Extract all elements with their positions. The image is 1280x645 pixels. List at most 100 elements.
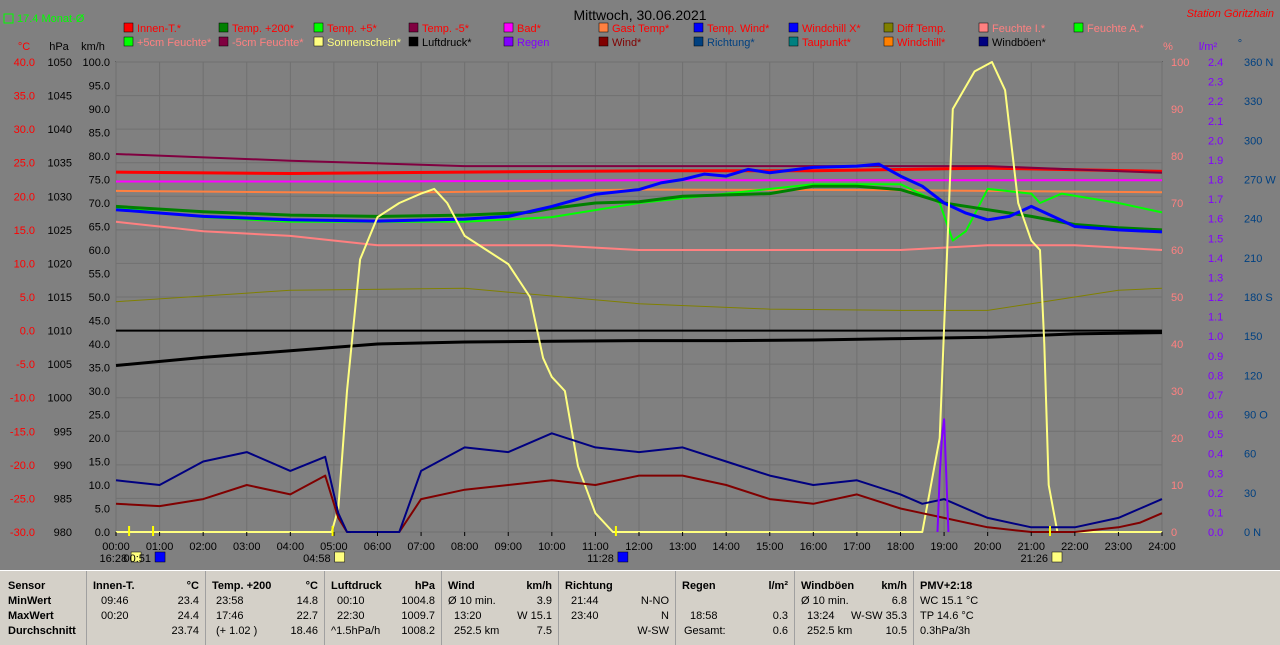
series-group xyxy=(115,61,1163,533)
stats-boeen-max-time: 13:24 xyxy=(807,610,835,622)
wind-tick-label: 5.0 xyxy=(95,504,110,516)
direction-axis-unit: ° xyxy=(1238,38,1242,50)
wind-tick-label: 30.0 xyxy=(89,386,110,398)
legend-entry: +5cm Feuchte* xyxy=(137,37,212,49)
temp-tick-label: 30.0 xyxy=(14,124,35,136)
pressure-tick-label: 1040 xyxy=(48,124,72,136)
rain-tick-label: 1.8 xyxy=(1208,175,1223,187)
rain-tick-label: 0.3 xyxy=(1208,468,1223,480)
stats-wind-avg10-label: Ø 10 min. xyxy=(448,595,496,607)
stats-boeen-max-value: W-SW 35.3 xyxy=(850,610,907,622)
temp-tick-label: 5.0 xyxy=(20,292,35,304)
series-line-feuchte-i xyxy=(115,220,1163,251)
x-tick-label: 12:00 xyxy=(625,541,653,553)
legend-entry: Taupunkt* xyxy=(802,37,852,49)
marker-label: 11:28 xyxy=(587,553,614,565)
x-tick-label: 18:00 xyxy=(887,541,915,553)
stats-richtung-average: W-SW xyxy=(637,625,669,637)
monat-average: 17.4 Monat-Ø xyxy=(17,13,85,25)
temp-tick-label: 35.0 xyxy=(14,91,35,103)
stats-temp200-min-value: 14.8 xyxy=(296,595,318,607)
pressure-tick-label: 1025 xyxy=(48,225,72,237)
stats-richtung-max-time: 23:40 xyxy=(571,610,599,622)
marker-label: 21:26 xyxy=(1020,553,1048,565)
stats-richtung-min-value: N-NO xyxy=(640,595,669,607)
wind-tick-label: 50.0 xyxy=(89,292,110,304)
series-line-wind xyxy=(115,474,1163,533)
humidity-tick-label: 90 xyxy=(1171,104,1183,116)
wind-tick-label: 60.0 xyxy=(89,245,110,257)
stats-innen-unit: °C xyxy=(186,580,199,592)
stats-wind-max-value: W 15.1 xyxy=(517,610,552,622)
rain-tick-label: 1.3 xyxy=(1208,272,1223,284)
wind-tick-label: 90.0 xyxy=(89,104,110,116)
legend-entry: Gast Temp* xyxy=(612,23,670,35)
temp-tick-label: -15.0 xyxy=(10,426,35,438)
stats-luftdruck-block: Luftdruck hPa 00:10 1004.8 22:30 1009.7 … xyxy=(325,571,442,645)
legend: Innen-T.* Temp. +200* Temp. +5* Temp. -5* Ba… xyxy=(123,22,1145,49)
stats-wind-distance: 252.5 km xyxy=(454,625,500,637)
legend-swatch xyxy=(313,22,324,33)
x-tick-label: 17:00 xyxy=(843,541,871,553)
temp-tick-label: -30.0 xyxy=(10,527,35,539)
pressure-tick-label: 1005 xyxy=(48,359,72,371)
legend-swatch xyxy=(218,22,229,33)
legend-entry: Windböen* xyxy=(992,37,1047,49)
pressure-tick-label: 1050 xyxy=(48,57,72,69)
direction-tick-label: 30 xyxy=(1244,488,1256,500)
stats-row-label-min: MinWert xyxy=(8,595,52,607)
legend-entry: Temp. +5* xyxy=(327,23,378,35)
stats-innen-max-value: 24.4 xyxy=(177,610,199,622)
marker-label: 16:28 xyxy=(100,553,128,565)
pressure-axis-unit: hPa xyxy=(49,41,69,53)
wind-tick-label: 45.0 xyxy=(89,316,110,328)
legend-entry: Temp. -5* xyxy=(422,23,470,35)
series-line-regen xyxy=(936,418,950,533)
stats-pmv-windchill: WC 15.1 °C xyxy=(920,595,979,607)
legend-swatch xyxy=(408,22,419,33)
pressure-tick-label: 1020 xyxy=(48,258,72,270)
stats-luftdruck-max-time: 22:30 xyxy=(337,610,365,622)
series-line-temp-200 xyxy=(115,184,1163,232)
rain-tick-label: 2.3 xyxy=(1208,77,1223,89)
legend-swatch xyxy=(693,36,704,47)
pressure-tick-label: 1030 xyxy=(48,191,72,203)
legend-swatch xyxy=(313,36,324,47)
legend-entry: Bad* xyxy=(517,23,542,35)
stats-temp200-min-time: 23:58 xyxy=(216,595,244,607)
stats-luftdruck-average: 1008.2 xyxy=(401,625,435,637)
direction-tick-label: 180 S xyxy=(1244,292,1273,304)
humidity-tick-label: 20 xyxy=(1171,433,1183,445)
stats-boeen-unit: km/h xyxy=(881,580,907,592)
legend-entry: Feuchte I.* xyxy=(992,23,1046,35)
pressure-tick-label: 1045 xyxy=(48,91,72,103)
stats-regen-title: Regen xyxy=(682,580,716,592)
rain-tick-label: 1.0 xyxy=(1208,331,1223,343)
legend-entry: Wind* xyxy=(612,37,642,49)
humidity-tick-label: 100 xyxy=(1171,57,1189,69)
temp-tick-label: 15.0 xyxy=(14,225,35,237)
stats-boeen-distance: 252.5 km xyxy=(807,625,853,637)
legend-swatch xyxy=(123,22,134,33)
series-line-difftemp xyxy=(115,287,1163,311)
x-tick-label: 16:00 xyxy=(800,541,828,553)
rain-tick-label: 2.0 xyxy=(1208,135,1223,147)
humidity-tick-label: 40 xyxy=(1171,339,1183,351)
legend-swatch xyxy=(503,22,514,33)
stats-wind-block: Wind km/h Ø 10 min. 3.9 13:20 W 15.1 252… xyxy=(442,571,559,645)
legend-swatch xyxy=(598,36,609,47)
humidity-tick-label: 60 xyxy=(1171,245,1183,257)
legend-entry: Diff Temp. xyxy=(897,23,946,35)
legend-swatch xyxy=(978,22,989,33)
x-tick-label: 05:00 xyxy=(320,541,348,553)
rain-tick-label: 1.6 xyxy=(1208,214,1223,226)
x-tick-label: 04:00 xyxy=(277,541,305,553)
stats-innen-min-time: 09:46 xyxy=(101,595,129,607)
pressure-tick-label: 995 xyxy=(54,426,72,438)
wind-tick-label: 100.0 xyxy=(82,57,110,69)
legend-entry: Luftdruck* xyxy=(422,37,472,49)
temp-axis-unit: °C xyxy=(18,41,30,53)
stats-regen-block: Regen l/m² 18:58 0.3 Gesamt: 0.6 xyxy=(676,571,795,645)
stats-wind-max-time: 13:20 xyxy=(454,610,482,622)
rain-tick-label: 0.5 xyxy=(1208,429,1223,441)
